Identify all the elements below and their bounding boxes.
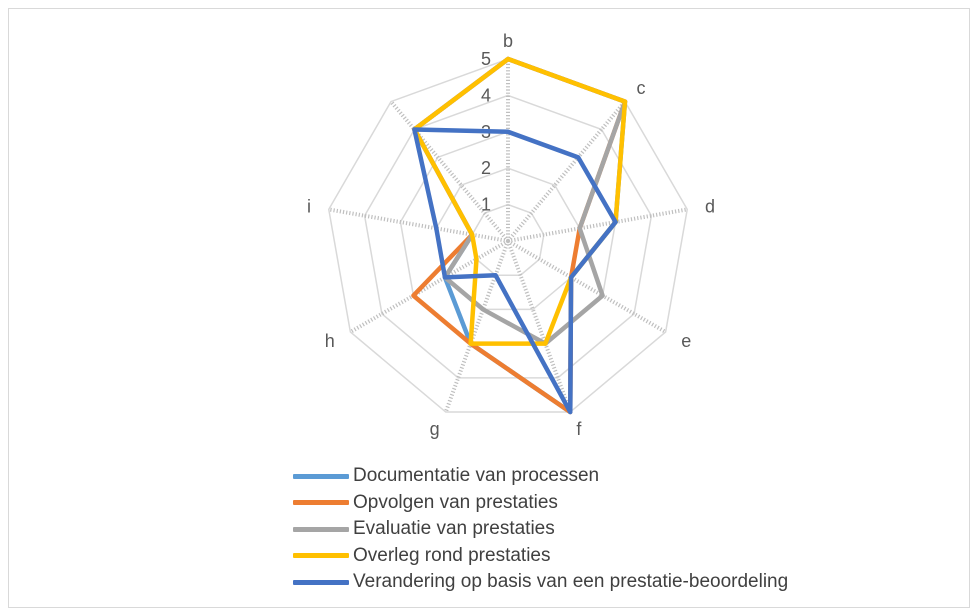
category-label: i [307, 196, 311, 216]
axis-spoke [507, 207, 688, 243]
legend-item: Overleg rond prestaties [293, 543, 933, 570]
axis-spoke [506, 100, 627, 243]
legend-item: Evaluatie van prestaties [293, 516, 933, 543]
category-label: e [681, 331, 691, 351]
grid-ring [471, 203, 545, 276]
grid-ring [435, 167, 581, 311]
legend-label: Opvolgen van prestaties [353, 491, 558, 513]
category-label: h [325, 331, 335, 351]
axis-spoke [349, 239, 509, 334]
legend-swatch [293, 500, 349, 506]
legend-label: Overleg rond prestaties [353, 544, 551, 566]
radial-tick-label: 2 [481, 158, 491, 178]
legend-label: Documentatie van processen [353, 465, 600, 487]
series-line [412, 56, 628, 346]
legend-swatch [293, 473, 349, 479]
category-label: g [430, 419, 440, 439]
legend: Documentatie van processen Opvolgen van … [293, 463, 933, 596]
legend-label: Evaluatie van prestaties [353, 518, 555, 540]
series-line [412, 127, 618, 415]
radial-tick-label: 1 [481, 195, 491, 215]
legend-swatch [293, 579, 349, 585]
series-line [412, 56, 628, 415]
legend-item: Verandering op basis van een prestatie-b… [293, 569, 933, 596]
series-line [411, 56, 628, 415]
category-label: d [705, 196, 715, 216]
legend-swatch [293, 526, 349, 532]
radial-tick-label: 5 [481, 49, 491, 69]
legend-item: Opvolgen van prestaties [293, 490, 933, 517]
category-label: c [637, 78, 646, 98]
legend-item: Documentatie van processen [293, 463, 933, 490]
grid-ring [363, 94, 653, 379]
radial-tick-label: 4 [481, 85, 491, 105]
category-label: b [503, 31, 513, 51]
legend-label: Verandering op basis van een prestatie-b… [353, 571, 789, 593]
category-label: f [576, 419, 582, 439]
grid-ring [327, 58, 689, 413]
legend-swatch [293, 553, 349, 559]
series-line [412, 56, 628, 346]
